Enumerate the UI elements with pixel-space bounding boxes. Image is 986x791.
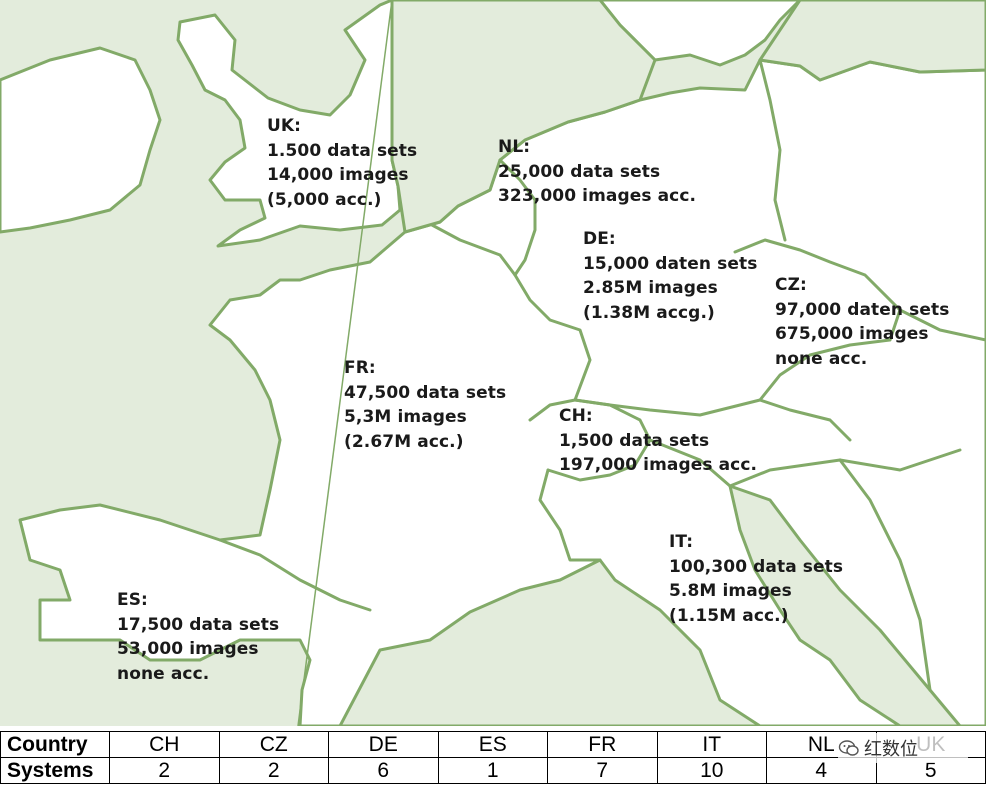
wechat-icon xyxy=(838,740,859,756)
row-header-country: Country xyxy=(0,731,110,758)
label-line: (1.15M acc.) xyxy=(669,605,789,626)
table-cell-systems: 2 xyxy=(109,757,220,784)
label-line: 2.85M images xyxy=(583,278,718,298)
label-line: (1.38M accg.) xyxy=(583,302,715,323)
label-line: ES: xyxy=(117,590,148,610)
label-line: 15,000 daten sets xyxy=(583,253,758,274)
label-line: DE: xyxy=(583,229,616,249)
label-line: 17,500 data sets xyxy=(117,614,280,635)
border-fr-be-de xyxy=(430,223,592,402)
label-line: 97,000 daten sets xyxy=(775,299,950,320)
label-line: 675,000 images xyxy=(775,324,929,344)
label-line: UK: xyxy=(267,116,302,136)
label-line: 5,3M images xyxy=(344,407,467,427)
table-cell-systems: 2 xyxy=(218,757,329,784)
label-line: 53,000 images xyxy=(117,639,259,659)
label-line: NL: xyxy=(498,137,531,157)
row-header-systems: Systems xyxy=(0,757,110,784)
label-line: CZ: xyxy=(775,275,807,295)
border-ch xyxy=(528,398,652,482)
label-fr: FR: 47,500 data sets 5,3M images (2.67M … xyxy=(344,356,506,454)
label-line: FR: xyxy=(344,358,376,378)
label-line: 100,300 data sets xyxy=(669,556,844,577)
table-cell-systems: 10 xyxy=(656,757,767,784)
label-de: DE: 15,000 daten sets 2.85M images (1.38… xyxy=(583,227,757,325)
table-cell-country: CZ xyxy=(218,731,329,758)
label-line: (5,000 acc.) xyxy=(267,189,382,210)
label-line: IT: xyxy=(669,532,694,552)
border-fr-it xyxy=(538,468,602,562)
table-cell-country: CH xyxy=(109,731,220,758)
label-line: 47,500 data sets xyxy=(344,382,507,403)
label-line: none acc. xyxy=(117,663,210,684)
border-de-pl xyxy=(758,58,787,242)
continent-land xyxy=(18,58,986,726)
table-cell-country: IT xyxy=(656,731,767,758)
label-it: IT: 100,300 data sets 5.8M images (1.15M… xyxy=(669,530,843,628)
table-cell-systems: 7 xyxy=(547,757,658,784)
label-line: CH: xyxy=(559,406,593,426)
border-fr-es xyxy=(218,538,372,612)
table-cell-country: FR xyxy=(547,731,658,758)
table-row-systems: Systems 2 2 6 1 7 10 4 5 xyxy=(0,757,986,784)
baltic-sea xyxy=(758,0,986,82)
table-cell-country: ES xyxy=(437,731,548,758)
label-line: 197,000 images acc. xyxy=(559,455,758,475)
border-de-at xyxy=(573,398,852,442)
label-line: 1,500 data sets xyxy=(559,430,710,451)
adriatic-sea xyxy=(728,484,962,726)
europe-map xyxy=(0,0,986,726)
north-sea xyxy=(390,0,657,234)
border-nl-de xyxy=(498,158,537,277)
label-line: (2.67M acc.) xyxy=(344,431,464,452)
great-britain-land xyxy=(176,0,402,248)
reference-line xyxy=(297,0,393,726)
watermark-text: 红数位 xyxy=(864,739,918,760)
label-line: 25,000 data sets xyxy=(498,161,661,182)
table-cell-systems: 6 xyxy=(328,757,439,784)
watermark: 红数位 xyxy=(838,733,968,763)
border-east xyxy=(898,308,986,342)
table-cell-systems: 1 xyxy=(437,757,548,784)
border-it-at-si xyxy=(648,438,962,488)
label-line: 323,000 images acc. xyxy=(498,186,697,206)
label-line: 1.500 data sets xyxy=(267,140,418,161)
table-cell-country: DE xyxy=(328,731,439,758)
label-nl: NL: 25,000 data sets 323,000 images acc. xyxy=(498,135,696,209)
label-ch: CH: 1,500 data sets 197,000 images acc. xyxy=(559,404,757,478)
label-line: 14,000 images xyxy=(267,165,409,185)
border-balkans xyxy=(838,458,932,692)
label-line: 5.8M images xyxy=(669,581,792,601)
ireland-land xyxy=(0,46,162,234)
label-line: none acc. xyxy=(775,348,868,369)
label-es: ES: 17,500 data sets 53,000 images none … xyxy=(117,588,279,686)
label-cz: CZ: 97,000 daten sets 675,000 images non… xyxy=(775,273,949,371)
label-uk: UK: 1.500 data sets 14,000 images (5,000… xyxy=(267,114,417,212)
